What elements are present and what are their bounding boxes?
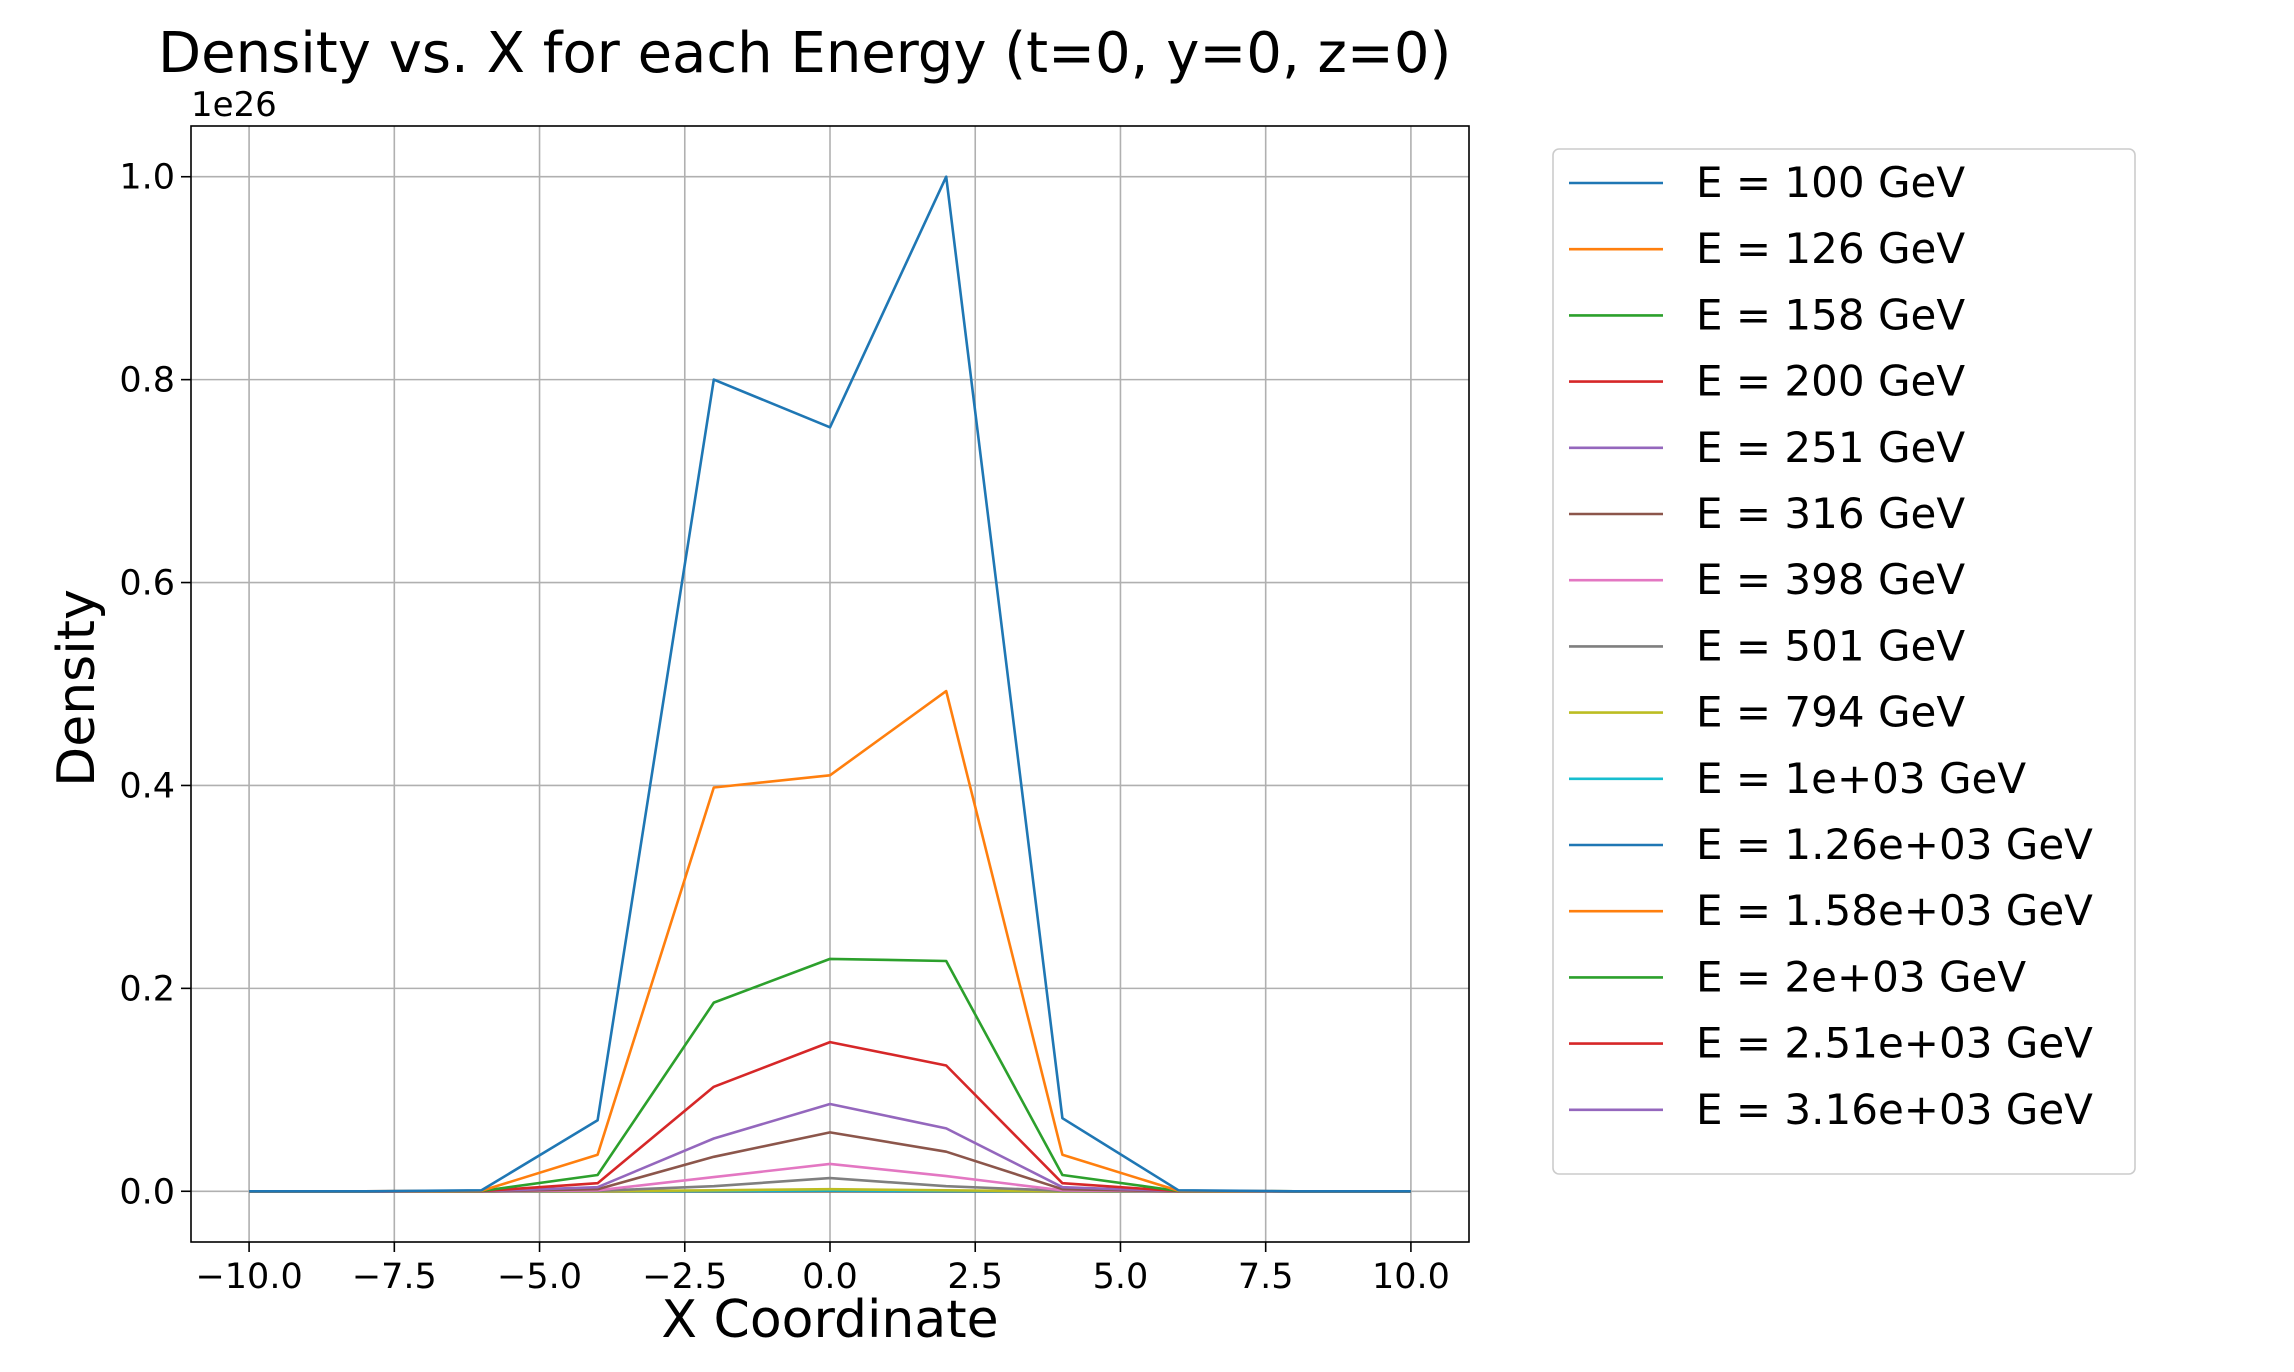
legend-entry-label: E = 158 GeV: [1696, 290, 1965, 339]
legend-entry-label: E = 794 GeV: [1696, 688, 1965, 737]
grid-lines: [191, 126, 1469, 1242]
legend-entry-label: E = 126 GeV: [1696, 224, 1965, 273]
legend-entry-label: E = 3.16e+03 GeV: [1696, 1085, 2093, 1134]
x-tick-label: 10.0: [1372, 1257, 1450, 1297]
legend-entry-label: E = 398 GeV: [1696, 555, 1965, 604]
series-line: [249, 175, 1411, 1193]
legend-entry-label: E = 200 GeV: [1696, 357, 1965, 406]
y-tick-label: 1.0: [119, 158, 175, 198]
y-tick-label: 0.2: [119, 969, 175, 1009]
plot-area-frame: [190, 125, 1470, 1243]
axis-ticks: −10.0 −7.5 −5.0 −2.5 0.0 2.5 5.0 7.5 10.0 0.0 0.2 0…: [119, 158, 1450, 1297]
y-tick-label: 0.6: [119, 564, 175, 604]
legend-entry-label: E = 1.58e+03 GeV: [1696, 886, 2093, 935]
legend-entry-label: E = 1e+03 GeV: [1696, 754, 2026, 803]
legend-entry-label: E = 100 GeV: [1696, 158, 1965, 207]
legend: E = 100 GeV E = 126 GeV E = 158 GeV E = 200…: [1552, 148, 2136, 1175]
y-axis-label: Density: [47, 589, 107, 787]
x-tick-label: 2.5: [947, 1257, 1003, 1297]
legend-entry-label: E = 501 GeV: [1696, 621, 1965, 670]
x-tick-label: −5.0: [497, 1257, 582, 1297]
y-tick-label: 0.4: [119, 766, 175, 806]
legend-entry-label: E = 2.51e+03 GeV: [1696, 1019, 2093, 1068]
x-tick-label: 5.0: [1093, 1257, 1149, 1297]
y-tick-label: 0.0: [119, 1172, 175, 1212]
x-tick-label: −2.5: [642, 1257, 727, 1297]
y-tick-label: 0.8: [119, 361, 175, 401]
legend-entry-label: E = 251 GeV: [1696, 423, 1965, 472]
legend-entry-label: E = 316 GeV: [1696, 489, 1965, 538]
data-series: [249, 175, 1411, 1193]
chart-title: Density vs. X for each Energy (t=0, y=0,…: [158, 21, 1451, 86]
y-offset-label: 1e26: [191, 85, 277, 125]
legend-box: [1552, 148, 2136, 1175]
legend-entry-label: E = 1.26e+03 GeV: [1696, 820, 2093, 869]
legend-entry-label: E = 2e+03 GeV: [1696, 952, 2026, 1001]
x-tick-label: −10.0: [195, 1257, 302, 1297]
x-tick-label: 0.0: [802, 1257, 858, 1297]
x-tick-label: 7.5: [1238, 1257, 1294, 1297]
x-axis-label: X Coordinate: [661, 1290, 998, 1350]
x-tick-label: −7.5: [352, 1257, 437, 1297]
